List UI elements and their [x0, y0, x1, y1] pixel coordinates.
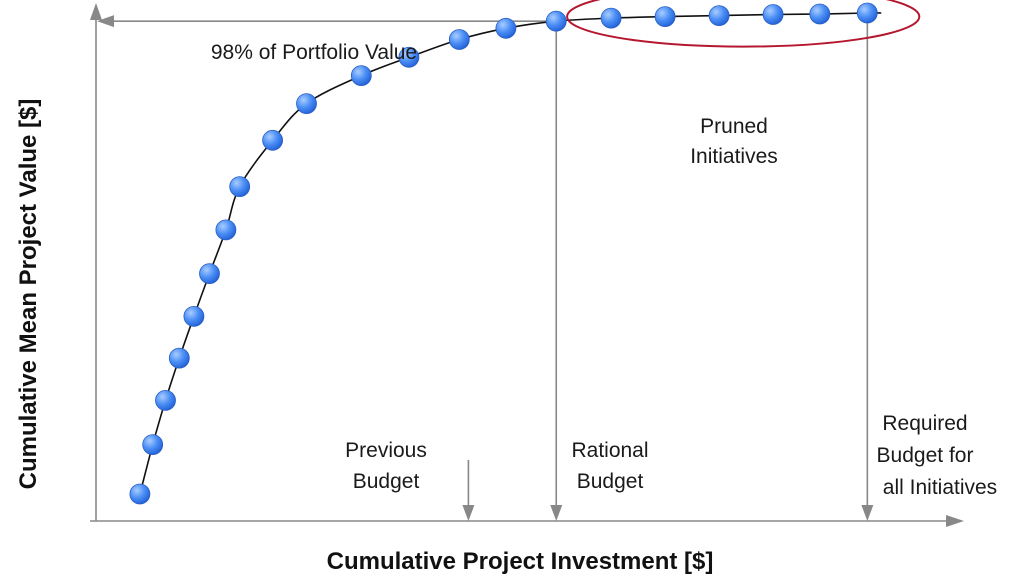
data-point	[229, 176, 251, 198]
required-budget-arrowhead	[861, 505, 874, 521]
pruned-initiatives-ellipse	[566, 0, 921, 48]
data-point	[296, 93, 317, 114]
data-point	[199, 263, 220, 285]
required-budget-label-line-1: Required	[882, 412, 967, 435]
data-point	[654, 6, 676, 28]
data-point	[448, 29, 470, 50]
data-point	[183, 305, 205, 327]
axes	[90, 3, 964, 527]
portfolio-value-arrowhead	[97, 15, 114, 28]
data-point	[600, 7, 622, 29]
data-points	[129, 2, 878, 505]
previous-budget-label-line-2: Budget	[353, 470, 420, 493]
previous-budget-arrowhead	[462, 505, 475, 521]
y-axis-arrowhead	[90, 3, 102, 20]
data-point	[708, 5, 730, 27]
data-point	[155, 389, 176, 411]
data-point	[762, 4, 784, 25]
data-point	[398, 46, 420, 68]
pruned-initiatives-label-line-2: Initiatives	[690, 145, 778, 168]
data-point	[495, 17, 517, 39]
previous-budget-label-line-1: Previous	[345, 439, 427, 462]
value-curve	[136, 12, 882, 505]
guide-lines	[97, 13, 874, 521]
data-point	[856, 2, 878, 24]
rational-budget-label-line-1: Rational	[571, 439, 648, 462]
data-point	[809, 3, 831, 25]
rational-budget-arrowhead	[550, 505, 563, 521]
rational-budget-label-line-2: Budget	[577, 470, 644, 493]
data-point	[545, 10, 567, 32]
data-point	[215, 219, 237, 241]
required-budget-label-line-2: Budget for	[877, 444, 974, 467]
data-point	[142, 434, 164, 456]
x-axis-arrowhead	[946, 515, 964, 527]
data-point	[350, 65, 372, 86]
portfolio-value-label: 98% of Portfolio Value	[211, 41, 417, 64]
data-point	[168, 347, 190, 369]
pruned-initiatives-label-line-1: Pruned	[700, 115, 768, 138]
y-axis-title: Cumulative Mean Project Value [$]	[15, 99, 42, 490]
data-point	[129, 483, 151, 505]
data-point	[262, 129, 284, 151]
required-budget-label-line-3: all Initiatives	[883, 476, 997, 499]
x-axis-title: Cumulative Project Investment [$]	[327, 548, 714, 575]
